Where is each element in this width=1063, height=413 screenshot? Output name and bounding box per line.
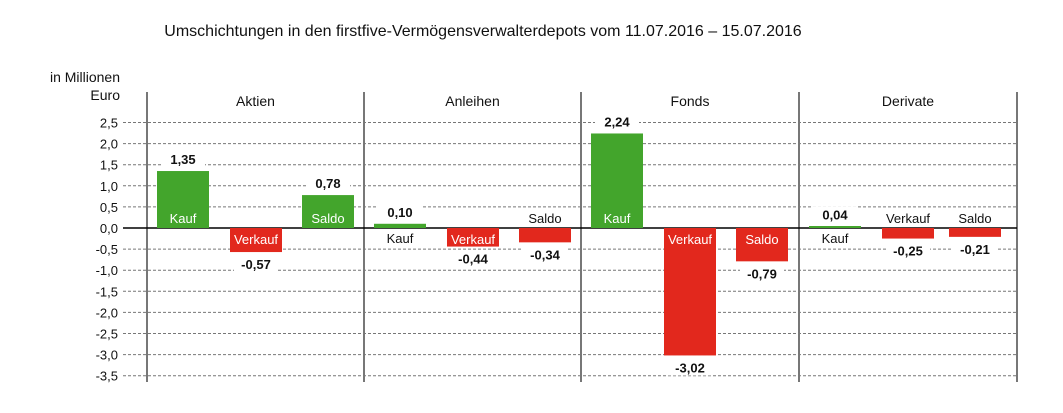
bar-value-label: 2,24 [604, 114, 630, 129]
bar-fonds-kauf [591, 133, 643, 228]
bar-fonds-verkauf [664, 228, 716, 356]
y-tick-label: -1,5 [96, 284, 118, 299]
bar-value-label: 0,04 [822, 207, 848, 222]
bar-category-label: Kauf [822, 231, 849, 246]
y-tick-label: -1,0 [96, 263, 118, 278]
bar-value-label: -0,21 [960, 242, 990, 257]
bar-derivate-kauf [809, 226, 861, 228]
bar-category-label: Verkauf [451, 232, 495, 247]
group-label: Fonds [671, 93, 710, 109]
y-tick-label: -2,0 [96, 305, 118, 320]
value-label-bg [813, 206, 857, 223]
y-tick-label: 2,0 [100, 137, 118, 152]
bar-aktien-verkauf [230, 228, 282, 253]
chart-title: Umschichtungen in den firstfive-Vermögen… [164, 23, 802, 40]
y-tick-label: -3,5 [96, 369, 118, 384]
y-tick-label: 0,0 [100, 221, 118, 236]
value-label-bg [306, 175, 350, 192]
y-tick-label: -0,5 [96, 242, 118, 257]
bar-category-label: Saldo [958, 211, 991, 226]
bar-category-label: Verkauf [886, 211, 930, 226]
bar-category-label: Kauf [387, 231, 414, 246]
bar-anleihen-kauf [374, 223, 426, 228]
bar-value-label: -0,79 [747, 266, 777, 281]
value-label-bg [953, 240, 997, 257]
value-label-bg [451, 250, 495, 267]
bar-category-label: Verkauf [668, 232, 712, 247]
bar-value-label: 1,35 [170, 152, 195, 167]
bar-derivate-verkauf [882, 228, 934, 239]
y-tick-label: 2,5 [100, 116, 118, 131]
bar-category-label: Saldo [528, 211, 561, 226]
group-label: Derivate [882, 93, 934, 109]
y-axis-label-line1: in Millionen [50, 69, 120, 85]
bar-category-label: Verkauf [234, 232, 278, 247]
group-label: Aktien [236, 93, 275, 109]
bar-value-label: -0,34 [530, 247, 560, 262]
bar-category-label: Saldo [745, 232, 778, 247]
bar-value-label: -0,25 [893, 244, 923, 259]
bar-value-label: -0,44 [458, 252, 488, 267]
bar-category-label: Kauf [604, 211, 631, 226]
bar-anleihen-saldo [519, 228, 571, 243]
bar-derivate-saldo [949, 228, 1001, 237]
value-label-bg [668, 359, 712, 376]
bar-anleihen-verkauf [447, 228, 499, 247]
value-label-bg [161, 151, 205, 168]
value-label-bg [740, 265, 784, 282]
y-axis-label-line2: Euro [90, 87, 120, 103]
value-label-bg [886, 242, 930, 259]
y-tick-label: -2,5 [96, 327, 118, 342]
bar-category-label: Saldo [311, 211, 344, 226]
bar-aktien-saldo [302, 195, 354, 228]
group-label: Anleihen [445, 93, 500, 109]
bar-fonds-saldo [736, 228, 788, 262]
bar-category-label: Kauf [170, 211, 197, 226]
y-tick-label: 1,5 [100, 158, 118, 173]
y-tick-label: 1,0 [100, 179, 118, 194]
value-label-bg [378, 203, 422, 220]
value-label-bg [234, 256, 278, 273]
value-label-bg [523, 246, 567, 263]
value-label-bg [595, 113, 639, 130]
bar-value-label: 0,78 [315, 176, 340, 191]
bar-value-label: 0,10 [387, 205, 412, 220]
bar-aktien-kauf [157, 171, 209, 228]
bar-value-label: -3,02 [675, 360, 705, 375]
y-tick-label: 0,5 [100, 200, 118, 215]
bar-value-label: -0,57 [241, 257, 271, 272]
y-tick-label: -3,0 [96, 348, 118, 363]
